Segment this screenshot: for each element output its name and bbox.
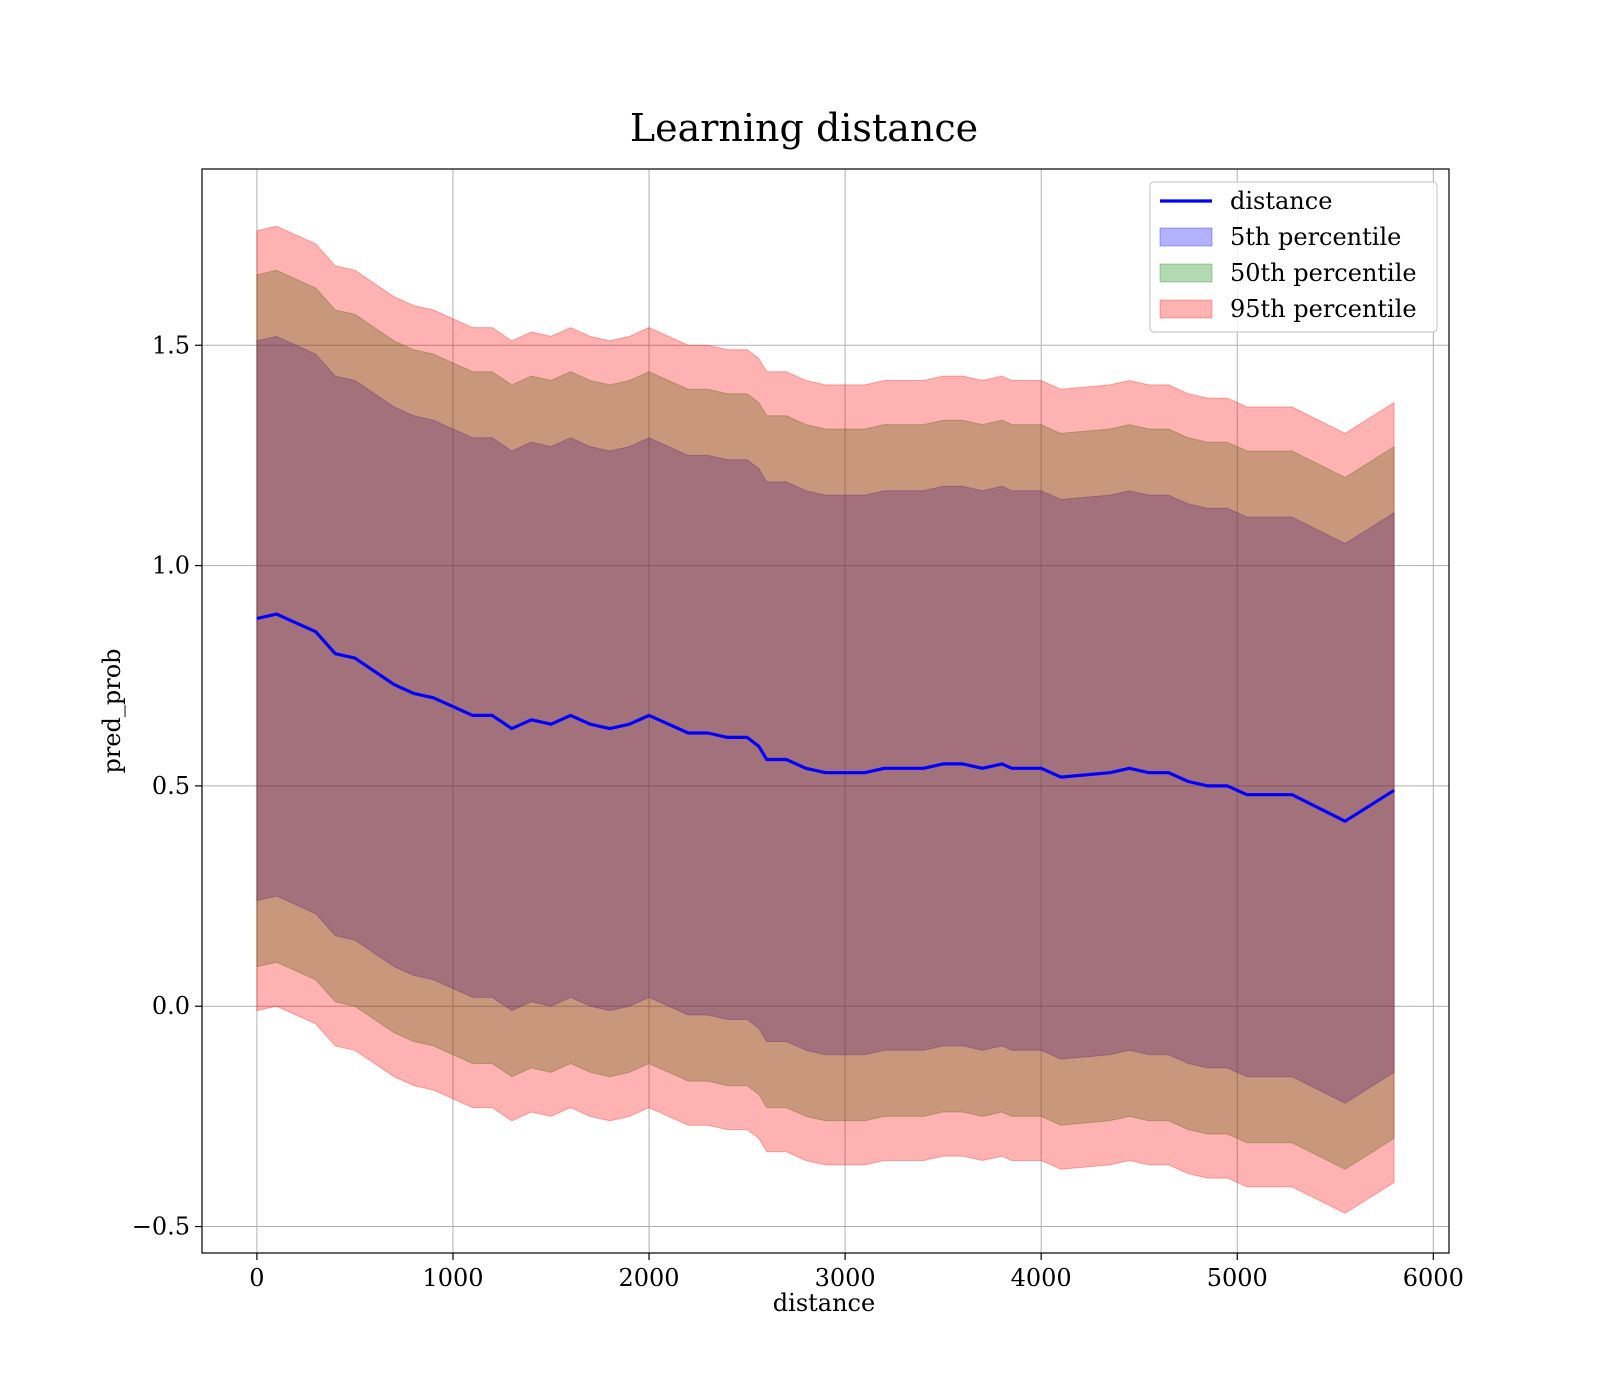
legend-swatch-5th <box>1159 227 1213 247</box>
y-tick-label: 0.0 <box>152 992 190 1020</box>
legend: distance 5th percentile 50th percentile … <box>1149 181 1438 333</box>
y-axis-label: pred_prob <box>98 648 126 773</box>
y-tick-label: 0.5 <box>152 772 190 800</box>
percentile-bands <box>256 225 1395 1214</box>
x-tick-label: 6000 <box>1403 1264 1464 1292</box>
y-tick-label: 1.5 <box>152 331 190 359</box>
x-tick-label: 2000 <box>618 1264 679 1292</box>
distance-line <box>256 612 1395 823</box>
legend-label-distance: distance <box>1230 187 1332 215</box>
x-tick-label: 4000 <box>1011 1264 1072 1292</box>
x-tick-label: 0 <box>249 1264 264 1292</box>
legend-frame <box>1149 181 1438 333</box>
grid <box>202 169 1449 1253</box>
x-tick-label: 3000 <box>815 1264 876 1292</box>
legend-label-50th: 50th percentile <box>1230 259 1417 287</box>
chart-title: Learning distance <box>630 106 978 150</box>
band-95th-percentile <box>256 225 1395 1214</box>
y-axis-ticks: −0.5 0.0 0.5 1.0 1.5 <box>132 331 202 1241</box>
legend-label-5th: 5th percentile <box>1230 223 1401 251</box>
band-5th-percentile <box>256 335 1395 1104</box>
x-axis-label: distance <box>773 1289 875 1317</box>
legend-swatch-95th <box>1159 299 1213 319</box>
x-axis-ticks: 0 1000 2000 3000 4000 5000 6000 <box>249 1253 1464 1292</box>
x-tick-label: 5000 <box>1207 1264 1268 1292</box>
band-50th-percentile <box>256 269 1395 1170</box>
plot-frame <box>201 168 1450 1254</box>
distance-line-layer <box>256 612 1395 823</box>
y-tick-label: −0.5 <box>132 1213 190 1241</box>
legend-swatch-50th <box>1159 263 1213 283</box>
y-tick-label: 1.0 <box>152 552 190 580</box>
legend-label-95th: 95th percentile <box>1230 295 1417 323</box>
x-tick-label: 1000 <box>422 1264 483 1292</box>
